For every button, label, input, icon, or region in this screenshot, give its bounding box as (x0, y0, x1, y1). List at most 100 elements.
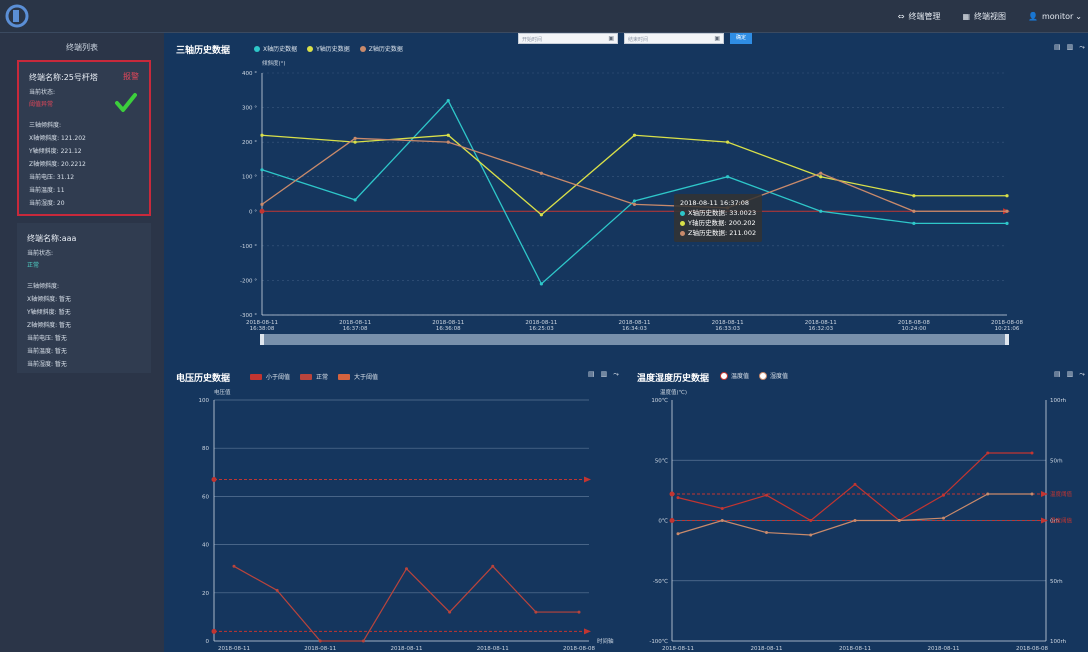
data-point (765, 493, 768, 497)
y-tick-label: 100 (199, 398, 210, 404)
y-axis-label: 温度值(℃) (660, 388, 687, 396)
x-tick-label: 2018-08-11 (525, 320, 557, 326)
y-tick-label: 100℃ (651, 397, 668, 404)
data-point (1005, 209, 1009, 213)
legend-label: 大于阈值 (354, 374, 379, 381)
x-tick-label: 2018-08-11 (839, 646, 871, 652)
check-icon (115, 93, 137, 112)
data-point (260, 202, 264, 206)
bar-chart-icon[interactable]: ▥ (600, 370, 608, 378)
nav-terminal-view[interactable]: ▦ 终端视图 (962, 11, 1006, 22)
legend-humidity[interactable]: 湿度值 (759, 371, 788, 380)
line-chart-icon[interactable]: ⤳ (1079, 370, 1085, 378)
threshold-start-marker (211, 477, 217, 483)
x-tick-label: 2018-08-11 (339, 320, 371, 326)
legend-swatch (338, 373, 351, 380)
y-tick-label: 400 ° (242, 71, 257, 77)
y-tick-label: -100℃ (649, 638, 668, 645)
x-tick-label: 2018-08-11 (805, 320, 837, 326)
threshold-start-marker (259, 208, 265, 214)
data-point (260, 168, 264, 172)
x-tick-label: 16:33:03 (715, 326, 740, 332)
voltage: 当前电压: 暂无 (27, 335, 67, 342)
data-view-icon[interactable]: ▤ (1054, 43, 1061, 51)
data-view-icon[interactable]: ▤ (588, 370, 595, 378)
data-point (353, 140, 357, 144)
y2-tick-label: 0rh (1050, 519, 1060, 525)
legend-x[interactable]: X轴历史数据 (254, 44, 297, 53)
voltage: 当前电压: 31.12 (29, 174, 75, 181)
user-menu[interactable]: 👤 monitor ⌄ (1028, 12, 1082, 21)
data-point (1005, 194, 1009, 198)
x-tick-label: 2018-08-11 (712, 320, 744, 326)
x-tick-label: 16:25:03 (529, 326, 554, 332)
legend-z[interactable]: Z轴历史数据 (359, 44, 403, 53)
confirm-button[interactable]: 确定 (730, 33, 752, 44)
terminal-card-25[interactable]: 终端名称:25号杆塔 报警 当前状态: 阈值异常 三轴倾斜度: X轴倾斜度: 1… (17, 60, 151, 216)
y-tick-label: 200 ° (242, 140, 257, 146)
line-chart-icon[interactable]: ⤳ (613, 370, 619, 378)
status-label: 当前状态: (27, 250, 54, 257)
data-point (986, 492, 990, 496)
end-time-input[interactable]: 结束时间 ▣ (624, 33, 724, 44)
series-line (233, 565, 579, 642)
data-point (676, 532, 680, 536)
line-chart-icon[interactable]: ⤳ (1079, 43, 1085, 51)
legend-swatch (250, 373, 262, 380)
x-tick-label: 16:34:03 (622, 326, 647, 332)
y-axis-label: 电压值 (214, 388, 231, 396)
legend-swatch (300, 373, 313, 380)
data-point (491, 564, 495, 568)
legend-temperature[interactable]: 温度值 (720, 371, 749, 380)
nav-terminal-manage[interactable]: ⇔ 终端管理 (898, 11, 941, 22)
bar-chart-icon[interactable]: ▥ (1066, 43, 1074, 51)
axis-label: 三轴倾斜度: (27, 283, 60, 290)
data-point (446, 140, 450, 144)
legend-above[interactable]: 大于阈值 (338, 372, 378, 381)
threshold-start-marker (211, 628, 217, 634)
tooltip-dot (680, 210, 685, 216)
bar-chart-icon[interactable]: ▥ (1066, 370, 1074, 378)
y2-tick-label: 50rh (1050, 579, 1063, 585)
legend-below[interactable]: 小于阈值 (250, 372, 290, 381)
axis-label: 三轴倾斜度: (29, 122, 62, 129)
status-value: 阈值异常 (29, 101, 54, 108)
data-point (912, 194, 916, 198)
start-time-input[interactable]: 开始时间 ▣ (518, 33, 618, 44)
data-point (942, 516, 945, 520)
legend-label: X轴历史数据 (263, 46, 298, 53)
env-chart-title: 温度湿度历史数据 (637, 374, 710, 384)
data-point (819, 175, 823, 179)
x-tick-label: 2018-08-11 (218, 646, 250, 652)
humidity: 当前湿度: 20 (29, 200, 65, 207)
tooltip-dot (680, 220, 685, 226)
threshold-arrow (584, 628, 591, 635)
x-tick-label: 2018-08-11 (662, 646, 694, 652)
x-tick-label: 2018-08-11 (391, 646, 423, 652)
data-zoom-slider (262, 334, 1007, 345)
x-axis-label: 时间轴 (597, 637, 614, 645)
terminal-card-aaa[interactable]: 终端名称:aaa 当前状态: 正常 三轴倾斜度: X轴倾斜度: 暂无 Y轴倾斜度… (17, 223, 151, 373)
y-tick-label: 50℃ (655, 457, 668, 464)
y-tick-label: 0℃ (658, 518, 668, 525)
legend-normal[interactable]: 正常 (300, 372, 328, 381)
data-point (232, 564, 236, 568)
terminal-name: 终端名称:25号杆塔 (29, 73, 98, 82)
link-icon: ⇔ (897, 11, 905, 21)
legend-label: 正常 (316, 374, 329, 381)
legend-dot (307, 45, 314, 52)
voltage-chart: 电压值 100 80 60 40 20 0 时间轴 2018-08-11 2018-08-11 20… (199, 388, 615, 652)
threshold-arrow (1041, 490, 1048, 497)
tooltip-time: 2018-08-11 16:37:08 (680, 199, 750, 207)
data-point (632, 202, 637, 206)
data-point (986, 451, 990, 455)
temperature: 当前温度: 暂无 (27, 348, 67, 355)
legend-y[interactable]: Y轴历史数据 (307, 44, 350, 53)
app-logo-icon[interactable] (4, 4, 30, 28)
x-tick-label: 2018-08-11 (246, 320, 278, 326)
top-bar: ⇔ 终端管理 ▦ 终端视图 👤 monitor ⌄ (0, 0, 1088, 33)
x-tick-label: 2018-08-11 (751, 646, 783, 652)
data-point (765, 531, 768, 535)
data-view-icon[interactable]: ▤ (1054, 370, 1061, 378)
voltage-chart-legend: 小于阈值 正常 大于阈值 (250, 372, 388, 381)
